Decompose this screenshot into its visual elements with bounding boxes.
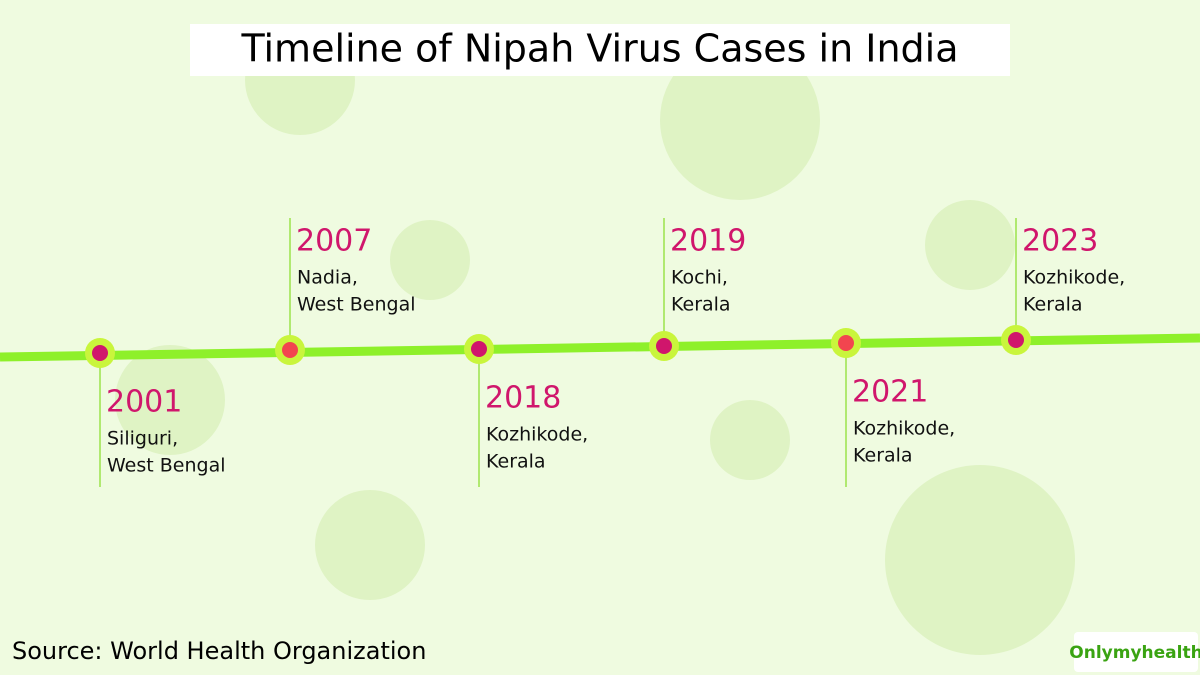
brand-box — [1074, 632, 1198, 672]
event-year: 2021 — [852, 375, 928, 410]
event-year: 2007 — [296, 224, 372, 259]
source: Source: World Health Organization — [12, 637, 426, 665]
event-year: 2023 — [1022, 224, 1098, 259]
event-place: Nadia, — [297, 267, 358, 289]
event-year: 2019 — [670, 224, 746, 259]
event-place: West Bengal — [297, 294, 416, 316]
event-place: Kochi, — [671, 267, 728, 289]
dot — [1008, 332, 1024, 348]
brand: Onlymyhealth — [1069, 643, 1200, 663]
virus-decorations — [115, 25, 1075, 655]
event-year: 2001 — [106, 385, 182, 420]
event-place: Kerala — [486, 451, 546, 473]
event-place: Siliguri, — [107, 428, 178, 450]
event-place: Kozhikode, — [1023, 267, 1125, 289]
title: Timeline of Nipah Virus Cases in India — [240, 27, 958, 71]
event-place: Kozhikode, — [853, 418, 955, 440]
event-year: 2018 — [485, 381, 561, 416]
dot — [282, 342, 298, 358]
title-box — [190, 24, 1010, 76]
event-place: Kozhikode, — [486, 424, 588, 446]
event-place: Kerala — [1023, 294, 1083, 316]
dot — [656, 338, 672, 354]
dot — [92, 345, 108, 361]
event-place: West Bengal — [107, 455, 226, 477]
dot — [471, 341, 487, 357]
event-place: Kerala — [853, 445, 913, 467]
timeline-line — [0, 333, 1200, 362]
dot — [838, 335, 854, 351]
event-place: Kerala — [671, 294, 731, 316]
